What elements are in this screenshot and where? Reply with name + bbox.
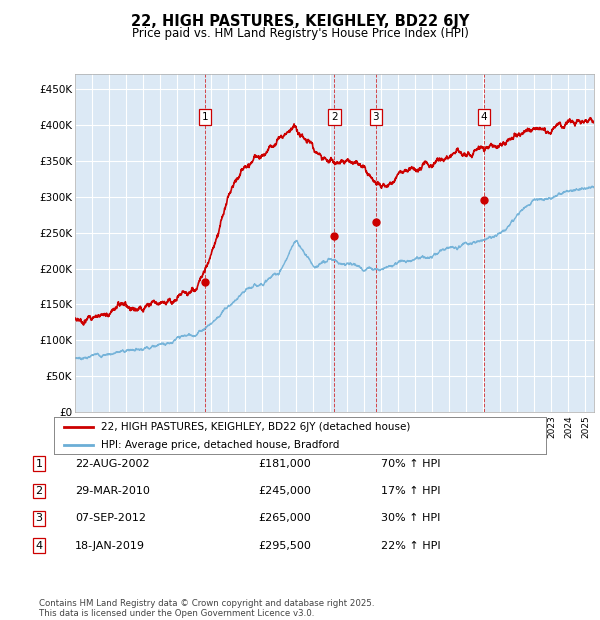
Text: £245,000: £245,000 xyxy=(258,486,311,496)
Text: 4: 4 xyxy=(481,112,487,122)
Text: £181,000: £181,000 xyxy=(258,459,311,469)
Text: Contains HM Land Registry data © Crown copyright and database right 2025.
This d: Contains HM Land Registry data © Crown c… xyxy=(39,599,374,618)
Text: 07-SEP-2012: 07-SEP-2012 xyxy=(75,513,146,523)
Text: 4: 4 xyxy=(35,541,43,551)
Text: 22% ↑ HPI: 22% ↑ HPI xyxy=(381,541,440,551)
Text: 22-AUG-2002: 22-AUG-2002 xyxy=(75,459,149,469)
Text: 3: 3 xyxy=(35,513,43,523)
Text: 1: 1 xyxy=(202,112,208,122)
Text: 3: 3 xyxy=(373,112,379,122)
Text: 1: 1 xyxy=(35,459,43,469)
Text: 22, HIGH PASTURES, KEIGHLEY, BD22 6JY: 22, HIGH PASTURES, KEIGHLEY, BD22 6JY xyxy=(131,14,469,29)
Text: £295,500: £295,500 xyxy=(258,541,311,551)
Text: 29-MAR-2010: 29-MAR-2010 xyxy=(75,486,150,496)
Text: 70% ↑ HPI: 70% ↑ HPI xyxy=(381,459,440,469)
Text: 17% ↑ HPI: 17% ↑ HPI xyxy=(381,486,440,496)
Text: HPI: Average price, detached house, Bradford: HPI: Average price, detached house, Brad… xyxy=(101,440,339,450)
Text: 30% ↑ HPI: 30% ↑ HPI xyxy=(381,513,440,523)
Text: 2: 2 xyxy=(331,112,338,122)
Text: Price paid vs. HM Land Registry's House Price Index (HPI): Price paid vs. HM Land Registry's House … xyxy=(131,27,469,40)
Text: 18-JAN-2019: 18-JAN-2019 xyxy=(75,541,145,551)
Text: 22, HIGH PASTURES, KEIGHLEY, BD22 6JY (detached house): 22, HIGH PASTURES, KEIGHLEY, BD22 6JY (d… xyxy=(101,422,410,432)
Text: £265,000: £265,000 xyxy=(258,513,311,523)
Text: 2: 2 xyxy=(35,486,43,496)
